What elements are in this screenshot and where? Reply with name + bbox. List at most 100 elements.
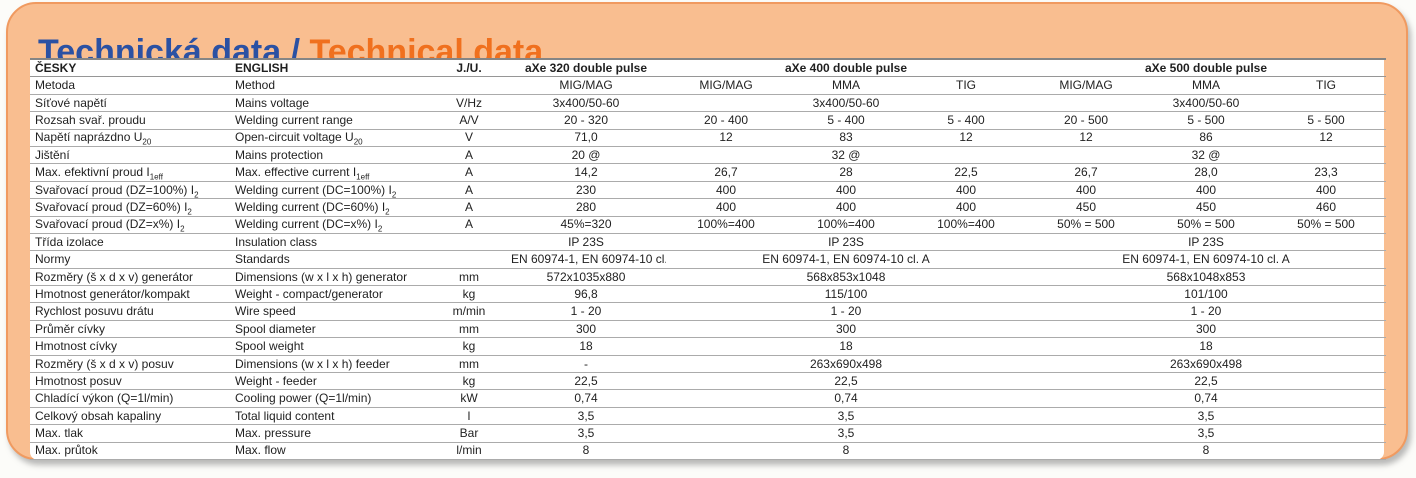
cell: 3x400/50-60 bbox=[506, 93, 666, 112]
cell: A bbox=[432, 163, 506, 182]
cell: 450 bbox=[1026, 198, 1146, 217]
cell: 14,2 bbox=[506, 163, 666, 182]
cell: 400 bbox=[1026, 180, 1146, 199]
table-row: Max. tlak Max. pressure Bar 3,5 3,5 3,5 bbox=[30, 424, 1386, 443]
cell: Svařovací proud (DZ=100%) I2 bbox=[30, 180, 230, 199]
table-row: Jištění Mains protection A 20 @32 @32 @ bbox=[30, 145, 1386, 164]
cell: 22,5 bbox=[666, 372, 1026, 390]
cell: Chladící výkon (Q=1l/min) bbox=[30, 389, 230, 408]
table-row: Svařovací proud (DZ=x%) I2 Welding curren… bbox=[30, 215, 1386, 234]
cell: Normy bbox=[30, 250, 230, 269]
cell: 572x1035x880 bbox=[506, 267, 666, 286]
cell: 3,5 bbox=[666, 406, 1026, 425]
table-row: Svařovací proud (DZ=60%) I2 Welding curre… bbox=[30, 198, 1386, 217]
cell: 50% = 500 bbox=[1146, 215, 1266, 234]
cell: 8 bbox=[506, 441, 666, 460]
cell: Mains protection bbox=[230, 145, 432, 164]
cell: 568x853x1048 bbox=[666, 267, 1026, 286]
cell: Hmotnost cívky bbox=[30, 337, 230, 356]
table-container: ČESKY ENGLISH J./U. aXe 320 double pulse aXe… bbox=[30, 58, 1386, 460]
cell: Weight - compact/generator bbox=[230, 285, 432, 303]
cell: Rozsah svař. proudu bbox=[30, 111, 230, 130]
cell: mm bbox=[432, 267, 506, 286]
table-row: Celkový obsah kapaliny Total liquid conte… bbox=[30, 406, 1386, 425]
cell: Síťové napětí bbox=[30, 93, 230, 112]
table-row: Chladící výkon (Q=1l/min) Cooling power (… bbox=[30, 389, 1386, 408]
cell: Max. tlak bbox=[30, 424, 230, 443]
technical-data-card: Technická data / Technical data ČESKY ENG… bbox=[6, 2, 1408, 460]
cell: 1 - 20 bbox=[506, 302, 666, 321]
cell: A/V bbox=[432, 111, 506, 130]
cell: 26,7 bbox=[666, 163, 786, 182]
cell: 100%=400 bbox=[666, 215, 786, 234]
cell: Rozměry (š x d x v) posuv bbox=[30, 354, 230, 373]
table-row: Rozměry (š x d x v) posuv Dimensions (w x… bbox=[30, 354, 1386, 373]
cell: 460 bbox=[1266, 198, 1386, 217]
cell: 18 bbox=[506, 337, 666, 356]
cell: EN 60974-1, EN 60974-10 cl. A bbox=[1026, 250, 1386, 269]
table-row: Rozsah svař. proudu Welding current range… bbox=[30, 111, 1386, 130]
cell: 115/100 bbox=[666, 285, 1026, 303]
cell: 20 - 400 bbox=[666, 111, 786, 130]
cell: 3,5 bbox=[1026, 406, 1386, 425]
cell: Svařovací proud (DZ=x%) I2 bbox=[30, 215, 230, 234]
cell: Method bbox=[230, 76, 432, 95]
cell: 20 - 320 bbox=[506, 111, 666, 130]
cell: Welding current (DC=100%) I2 bbox=[230, 180, 432, 199]
cell: 5 - 500 bbox=[1146, 111, 1266, 130]
cell: Hmotnost posuv bbox=[30, 372, 230, 390]
cell: 100%=400 bbox=[786, 215, 906, 234]
cell: 101/100 bbox=[1026, 285, 1386, 303]
table-row: Rozměry (š x d x v) generátor Dimensions … bbox=[30, 267, 1386, 286]
cell: 400 bbox=[906, 180, 1026, 199]
cell: 400 bbox=[1266, 180, 1386, 199]
cell: Dimensions (w x l x h) feeder bbox=[230, 354, 432, 373]
cell: IP 23S bbox=[666, 232, 1026, 251]
cell: 450 bbox=[1146, 198, 1266, 217]
cell: Třída izolace bbox=[30, 232, 230, 251]
cell: Max. pressure bbox=[230, 424, 432, 443]
cell: V/Hz bbox=[432, 93, 506, 112]
header-cell: aXe 320 double pulse bbox=[506, 58, 666, 78]
cell: 400 bbox=[906, 198, 1026, 217]
cell: 1 - 20 bbox=[1026, 302, 1386, 321]
table-row: Hmotnost cívky Spool weight kg 18 18 18 bbox=[30, 337, 1386, 356]
cell bbox=[432, 232, 506, 251]
cell: Hmotnost generátor/kompakt bbox=[30, 285, 230, 303]
cell: l/min bbox=[432, 441, 506, 460]
cell: 3,5 bbox=[506, 406, 666, 425]
cell: MMA bbox=[1146, 76, 1266, 95]
header-cell: ČESKY bbox=[30, 58, 230, 78]
cell: Welding current range bbox=[230, 111, 432, 130]
header-cell: aXe 500 double pulse bbox=[1026, 58, 1386, 78]
cell: 5 - 500 bbox=[1266, 111, 1386, 130]
cell: 568x1048x853 bbox=[1026, 267, 1386, 286]
cell: 230 bbox=[506, 180, 666, 199]
cell: Rozměry (š x d x v) generátor bbox=[30, 267, 230, 286]
cell: 0,74 bbox=[1026, 389, 1386, 408]
cell: V bbox=[432, 128, 506, 147]
cell: Max. efektivní proud I1eff bbox=[30, 163, 230, 182]
cell: kg bbox=[432, 337, 506, 356]
cell bbox=[432, 250, 506, 269]
cell: 28 bbox=[786, 163, 906, 182]
cell: MIG/MAG bbox=[506, 76, 666, 95]
cell: 28,0 bbox=[1146, 163, 1266, 182]
cell: Jištění bbox=[30, 145, 230, 164]
cell: 3,5 bbox=[506, 424, 666, 443]
cell: 18 bbox=[666, 337, 1026, 356]
cell: Total liquid content bbox=[230, 406, 432, 425]
cell: l bbox=[432, 406, 506, 425]
cell: kW bbox=[432, 389, 506, 408]
header-cell: J./U. bbox=[432, 58, 506, 78]
cell: Max. flow bbox=[230, 441, 432, 460]
table-row: Normy Standards EN 60974-1, EN 60974-10 cl… bbox=[30, 250, 1386, 269]
cell: 8 bbox=[1026, 441, 1386, 460]
cell: 32 @ bbox=[1026, 145, 1386, 164]
table-header: ČESKY ENGLISH J./U. aXe 320 double pulse aXe… bbox=[30, 58, 1386, 78]
cell: 300 bbox=[1026, 319, 1386, 338]
cell: 20 @ bbox=[506, 145, 666, 164]
cell: m/min bbox=[432, 302, 506, 321]
header-cell: ENGLISH bbox=[230, 58, 432, 78]
cell: 280 bbox=[506, 198, 666, 217]
